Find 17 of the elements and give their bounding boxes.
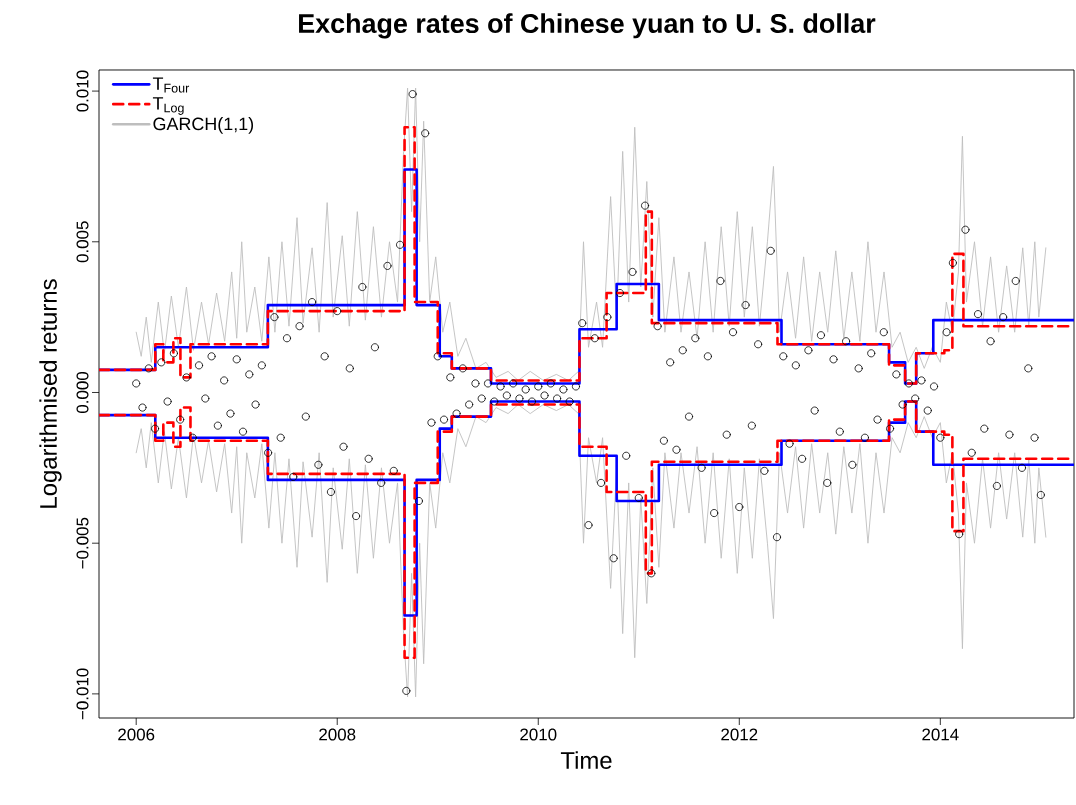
x-tick-label: 2010 bbox=[520, 728, 557, 741]
y-tick-label: 0.010 bbox=[76, 70, 89, 112]
legend-label: T$_{Log}$ bbox=[152, 97, 184, 115]
x-tick-label: 2006 bbox=[118, 728, 155, 741]
y-axis-title: Logarithmised returns bbox=[39, 279, 62, 508]
y-tick-label: −0.005 bbox=[76, 517, 89, 569]
x-axis-title: Time bbox=[560, 751, 612, 769]
y-tick-label: 0.000 bbox=[76, 371, 89, 414]
x-tick-label: 2012 bbox=[721, 728, 758, 741]
legend-label: GARCH(1,1) bbox=[153, 117, 254, 134]
chart-title: Exchage rates of Chinese yuan to U. S. dollar bbox=[299, 13, 876, 39]
legend-label: T$_{Four}$ bbox=[152, 77, 190, 93]
x-tick-label: 2014 bbox=[922, 728, 959, 741]
x-tick-label: 2008 bbox=[319, 728, 356, 741]
y-tick-label: 0.005 bbox=[76, 221, 89, 263]
line-series bbox=[135, 404, 1047, 698]
y-tick-label: −0.010 bbox=[76, 668, 89, 720]
